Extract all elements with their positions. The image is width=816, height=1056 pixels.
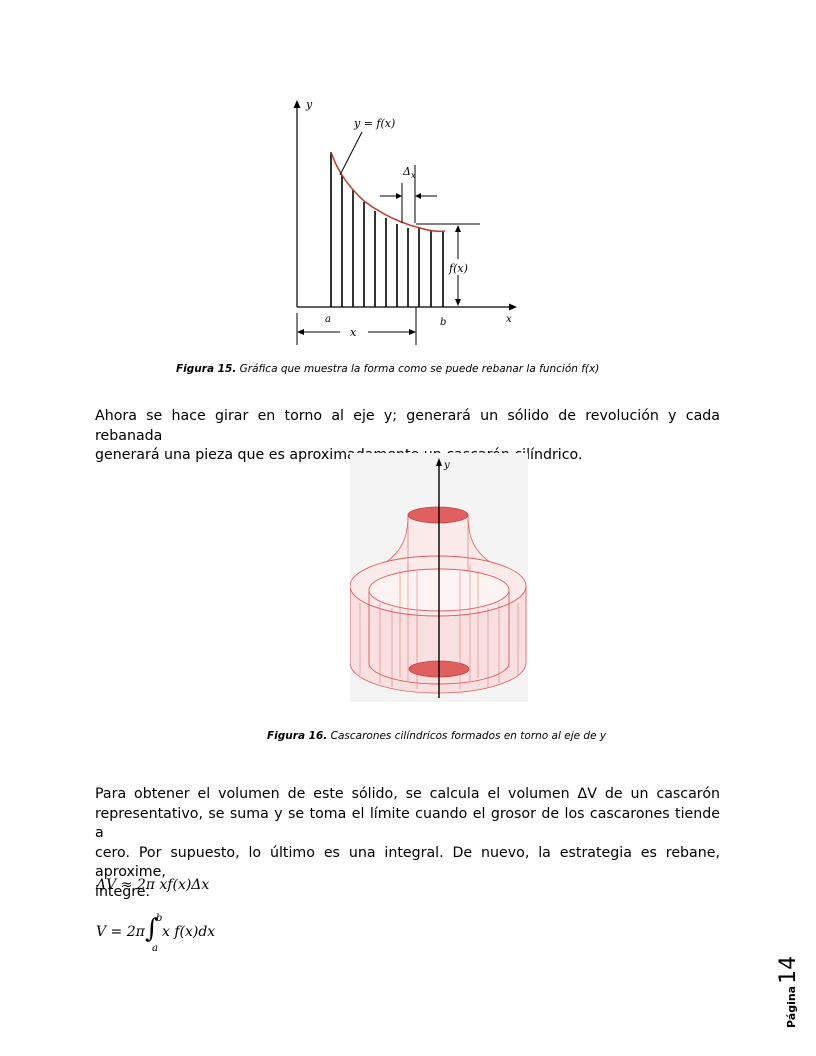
x-axis-arrow: [509, 303, 517, 311]
page-footer: Página14: [776, 956, 801, 1028]
top-disk: [407, 506, 469, 524]
y-axis-16-arrow: [436, 458, 442, 466]
fx-up-arrowhead: [455, 225, 461, 232]
y-axis-label: y: [305, 98, 313, 111]
page-number: 14: [776, 955, 801, 984]
paragraph-2-line-1: Para obtener el volumen de este sólido, …: [95, 786, 720, 802]
equation-volume: V = 2π ∫ b a x f(x)dx: [96, 913, 236, 958]
equation-delta-v: ΔV ≈ 2π xf(x)Δx: [96, 877, 210, 893]
figure-15-caption-bold: Figura 15.: [176, 363, 237, 375]
y-axis-arrow: [293, 100, 301, 108]
x-dim-left-arrowhead: [297, 329, 304, 335]
delta-right-arrowhead: [415, 193, 421, 199]
curve-fx: [330, 151, 446, 233]
label-b: b: [440, 317, 446, 328]
fx-label: f(x): [448, 262, 468, 275]
integral-lower-limit: a: [152, 943, 158, 954]
paragraph-2: Para obtener el volumen de este sólido, …: [95, 785, 720, 902]
curve-label-pointer: [339, 131, 363, 176]
paragraph-2-line-4: integre.: [95, 883, 150, 900]
label-a: a: [325, 314, 331, 325]
x-dim-right-arrowhead: [409, 329, 416, 335]
x-axis-label: x: [506, 314, 512, 325]
equation-volume-rhs: x f(x)dx: [162, 924, 216, 940]
figure-16-caption-bold: Figura 16.: [267, 730, 328, 742]
figure-16-diagram: y: [350, 453, 528, 702]
paragraph-1-line-1: Ahora se hace girar en torno al eje y; g…: [95, 408, 720, 444]
figure-15-caption: Figura 15. Gráfica que muestra la forma …: [176, 363, 599, 375]
curve-label: y = f(x): [353, 117, 395, 130]
figure-15-diagram: y = f(x) y Δx f(x) a b x x: [293, 98, 517, 345]
delta-label: Δx: [402, 165, 416, 180]
integral-upper-limit: b: [156, 913, 163, 924]
delta-left-arrowhead: [396, 193, 402, 199]
fx-down-arrowhead: [455, 299, 461, 306]
paragraph-2-line-2: representativo, se suma y se toma el lím…: [95, 805, 720, 842]
equation-volume-lhs: V = 2π: [96, 924, 145, 940]
page-label: Página: [785, 985, 798, 1028]
slice-lines: [330, 152, 444, 307]
y-axis-16-label: y: [443, 460, 450, 471]
x-dim-label: x: [350, 326, 357, 339]
figure-16-caption: Figura 16. Cascarones cilíndricos formad…: [267, 730, 606, 742]
figure-15-caption-text: Gráfica que muestra la forma como se pue…: [236, 363, 600, 375]
paragraph-2-line-3: cero. Por supuesto, lo último es una int…: [95, 844, 720, 881]
figure-16-caption-text: Cascarones cilíndricos formados en torno…: [327, 730, 607, 742]
integral-sign: ∫: [145, 914, 159, 944]
